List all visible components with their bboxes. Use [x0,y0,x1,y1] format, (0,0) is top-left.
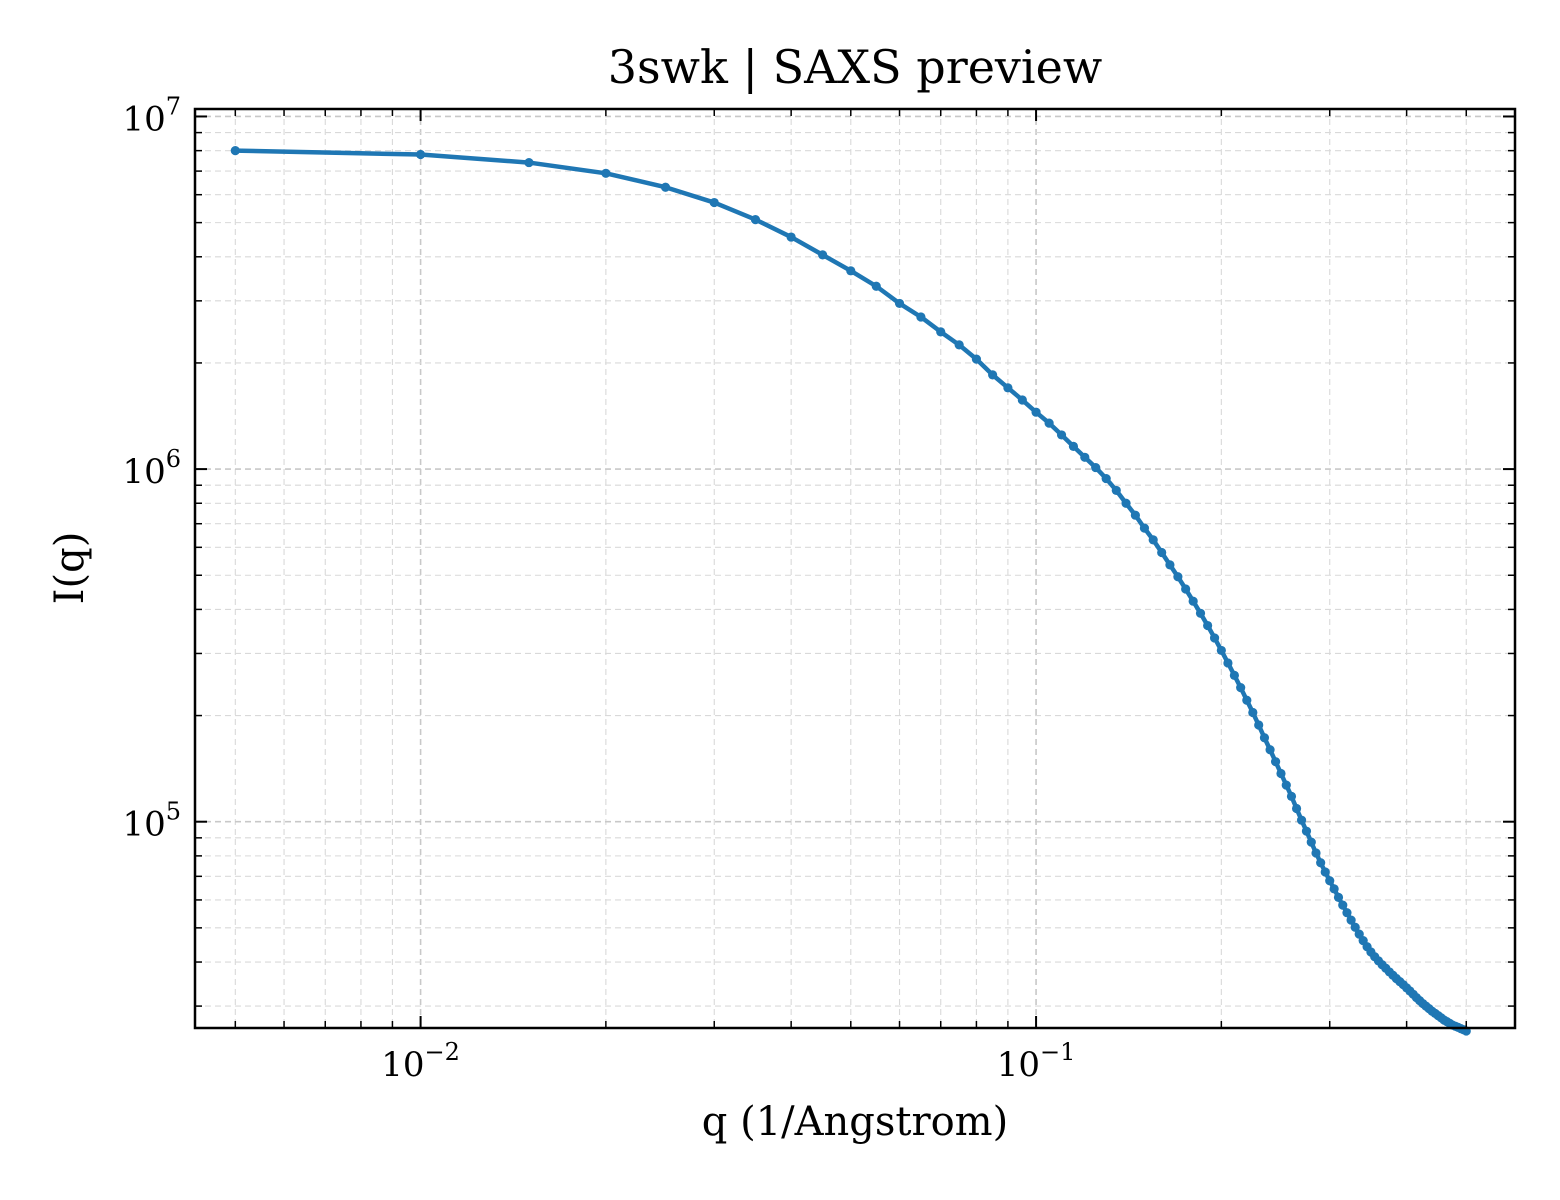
data-point [1276,768,1286,779]
x-axis-label: q (1/Angstrom) [702,1099,1008,1145]
data-point [786,232,796,242]
data-point [1306,837,1316,847]
data-point [1173,572,1183,582]
data-point [936,327,946,337]
plot-frame [193,107,1517,1030]
data-point [846,266,856,276]
data-point [1203,620,1213,631]
data-point [750,214,761,225]
data-point [1003,383,1013,393]
data-point [1195,608,1206,618]
data-point [871,281,881,291]
data-point [1216,645,1226,656]
data-point [1265,745,1275,755]
y-tick-label: 105 [122,798,181,845]
data-point [1325,876,1335,886]
data-point [1121,498,1131,508]
data-point [1068,441,1079,451]
data-point [230,146,240,156]
data-point [1080,452,1090,462]
data-point [954,340,964,350]
data-point [971,354,982,364]
data-point [1342,908,1352,918]
data-point [1111,485,1121,496]
data-point [1286,791,1297,801]
data-point [1333,892,1344,903]
data-point [1130,510,1140,520]
data-point [1346,915,1356,925]
data-point [1148,535,1158,545]
data-point [415,149,426,160]
y-tick-label: 106 [122,445,181,492]
data-point [1181,584,1191,594]
data-point [1254,720,1264,730]
data-point [709,197,719,208]
data-point [1338,900,1348,910]
data-point [1329,884,1339,894]
data-point [1101,473,1111,484]
ticks: 10−2 10−1 105 106 107 [122,92,1515,1085]
data-point [601,168,611,178]
data-point [1316,858,1326,868]
data-point [660,182,671,192]
data-point [1242,695,1252,705]
data-point [1229,670,1239,680]
data-point [1248,707,1258,718]
data-point [1259,733,1270,743]
data-point [894,298,905,309]
data-point [1270,757,1281,767]
y-axis-label: I(q) [47,532,93,605]
data-point [1291,803,1302,814]
data-point [916,312,926,322]
data-point [1223,658,1233,668]
data-point [1236,683,1246,693]
chart-title: 3swk | SAXS preview [608,40,1102,94]
data-point [1281,780,1291,790]
x-tick-label: 10−1 [997,1038,1076,1085]
data-point [1157,547,1167,558]
data-point [1188,596,1198,606]
data-point [1139,523,1150,533]
data-point [1350,922,1360,932]
data-point [1301,826,1312,836]
data-point [818,250,828,260]
data-point [1311,848,1321,858]
data-point [1031,407,1041,417]
data-point [1209,633,1220,643]
grid [195,109,1515,1028]
data-point [1091,462,1101,473]
data-point [1056,430,1067,440]
x-tick-label: 10−2 [381,1038,460,1085]
data-point [524,157,534,168]
data-point [1165,560,1175,570]
data-point [1017,395,1027,405]
y-tick-label: 107 [122,92,181,139]
data-point [988,370,998,380]
data-point [1320,867,1330,877]
data-point [1296,815,1307,825]
data-point [1044,418,1054,428]
